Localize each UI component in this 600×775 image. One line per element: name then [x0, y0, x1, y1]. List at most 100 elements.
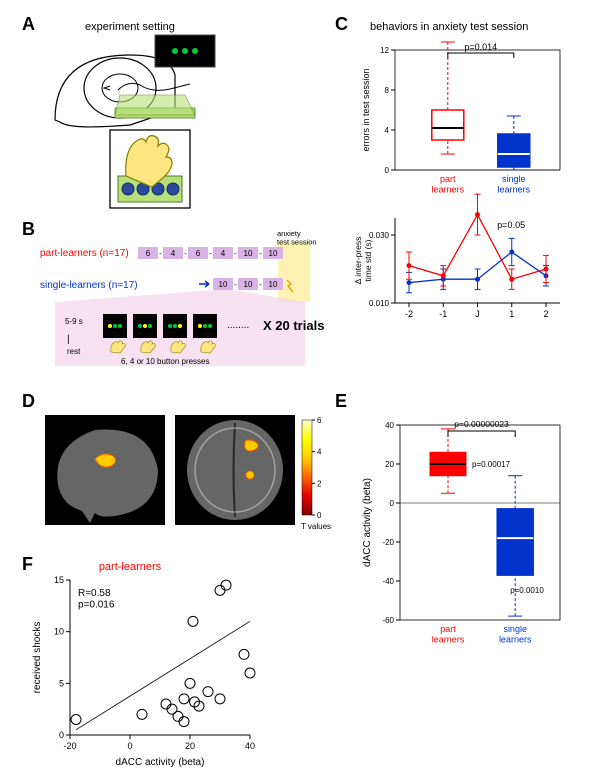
svg-text:4: 4 [221, 249, 226, 258]
svg-text:40: 40 [385, 421, 394, 430]
colorbar [302, 420, 312, 515]
svg-text:-: - [159, 249, 162, 258]
svg-text:4: 4 [317, 448, 322, 457]
svg-text:0: 0 [385, 166, 390, 175]
svg-text:partlearners: partlearners [432, 174, 465, 194]
scatter-point [203, 687, 213, 697]
svg-text:-20: -20 [63, 741, 76, 751]
panel-label: C [335, 14, 348, 34]
svg-text:dACC activity (beta): dACC activity (beta) [116, 757, 205, 768]
svg-text:-2: -2 [405, 309, 413, 319]
svg-text:40: 40 [245, 741, 255, 751]
svg-text:10: 10 [244, 280, 253, 289]
svg-text:........: ........ [227, 320, 249, 331]
scatter-point [137, 709, 147, 719]
scatter-point [173, 711, 183, 721]
scatter-point [179, 694, 189, 704]
scatter-point [71, 715, 81, 725]
svg-text:10: 10 [54, 627, 64, 637]
svg-text:0: 0 [390, 499, 395, 508]
panel-label: B [22, 219, 35, 239]
svg-text:partlearners: partlearners [432, 624, 465, 644]
svg-text:5: 5 [59, 678, 64, 688]
svg-text:p=0.0010: p=0.0010 [510, 586, 544, 595]
scatter-point [215, 585, 225, 595]
panel-e: -60 -40 -20 0 20 40 dACC activity (beta) p=0.00… [362, 419, 560, 644]
scatter-point [161, 699, 171, 709]
scatter-point [179, 717, 189, 727]
ylabel: errors in test session [361, 68, 371, 151]
stats-text: R=0.58p=0.016 [78, 588, 115, 611]
panel-d: 0 2 4 6 T values [45, 415, 331, 531]
panel-label: E [335, 391, 347, 411]
svg-text:6: 6 [317, 416, 322, 425]
svg-text:5-9 s: 5-9 s [65, 317, 83, 326]
panel-a: experiment setting [55, 21, 215, 208]
scatter-point [188, 616, 198, 626]
panel-a-title: experiment setting [85, 21, 175, 33]
fit-line [76, 621, 250, 730]
svg-text:X 20 trials: X 20 trials [263, 318, 324, 333]
panel-label: A [22, 14, 35, 34]
svg-text:T values: T values [301, 522, 331, 531]
scatter-point [215, 694, 225, 704]
svg-text:2: 2 [543, 309, 548, 319]
svg-text:-20: -20 [382, 538, 394, 547]
svg-text:-: - [259, 249, 262, 258]
svg-text:Δ inter-presstime std (s): Δ inter-presstime std (s) [353, 237, 373, 285]
svg-text:12: 12 [380, 46, 389, 55]
panel-c: behaviors in anxiety test session04812er… [353, 21, 560, 319]
svg-text:-60: -60 [382, 616, 394, 625]
svg-text:10: 10 [244, 249, 253, 258]
scatter-point [185, 678, 195, 688]
svg-text:10: 10 [269, 249, 278, 258]
svg-text:2: 2 [317, 479, 322, 488]
svg-text:p=0.00017: p=0.00017 [472, 460, 511, 469]
svg-text:0.010: 0.010 [369, 299, 390, 308]
svg-text:-: - [234, 249, 237, 258]
p-value: p=0.014 [464, 42, 497, 52]
svg-text:0: 0 [59, 730, 64, 740]
scatter-point [167, 704, 177, 714]
svg-text:8: 8 [385, 86, 390, 95]
panel-c-title: behaviors in anxiety test session [370, 21, 528, 33]
panel-b: part-learners (n=17) single-learners (n=1… [40, 229, 324, 366]
panel-f-title: part-learners [99, 561, 162, 573]
svg-text:-: - [184, 249, 187, 258]
svg-text:singlelearners: singlelearners [498, 174, 531, 194]
svg-text:0: 0 [317, 511, 322, 520]
svg-text:20: 20 [385, 460, 394, 469]
svg-text:anxietytest session: anxietytest session [277, 229, 317, 247]
svg-text:J: J [475, 309, 480, 319]
svg-text:singlelearners: singlelearners [499, 624, 532, 644]
svg-text:-: - [209, 249, 212, 258]
svg-text:10: 10 [219, 280, 228, 289]
svg-text:received shocks: received shocks [32, 622, 43, 694]
svg-text:-40: -40 [382, 577, 394, 586]
scatter-point [245, 668, 255, 678]
svg-text:-: - [234, 280, 237, 289]
svg-text:dACC activity (beta): dACC activity (beta) [362, 478, 373, 567]
svg-text:6: 6 [196, 249, 201, 258]
svg-text:|: | [67, 334, 70, 345]
svg-text:0: 0 [127, 741, 132, 751]
svg-text:p=0.00000023: p=0.00000023 [454, 419, 509, 429]
svg-text:4: 4 [385, 126, 390, 135]
part-learners-label: part-learners (n=17) [40, 248, 129, 259]
svg-text:0.030: 0.030 [369, 231, 390, 240]
svg-text:rest: rest [67, 347, 81, 356]
scatter-point [239, 649, 249, 659]
svg-text:15: 15 [54, 575, 64, 585]
svg-text:4: 4 [171, 249, 176, 258]
svg-text:6: 6 [146, 249, 151, 258]
svg-text:-: - [259, 280, 262, 289]
svg-text:1: 1 [509, 309, 514, 319]
p-value: p=0.05 [497, 220, 525, 230]
svg-text:-1: -1 [439, 309, 447, 319]
svg-text:20: 20 [185, 741, 195, 751]
svg-text:6, 4 or 10 button presses: 6, 4 or 10 button presses [121, 357, 210, 366]
panel-f: part-learners-2002040051015dACC activity… [32, 561, 255, 768]
scatter-point [221, 580, 231, 590]
single-learners-label: single-learners (n=17) [40, 280, 138, 291]
svg-text:10: 10 [269, 280, 278, 289]
